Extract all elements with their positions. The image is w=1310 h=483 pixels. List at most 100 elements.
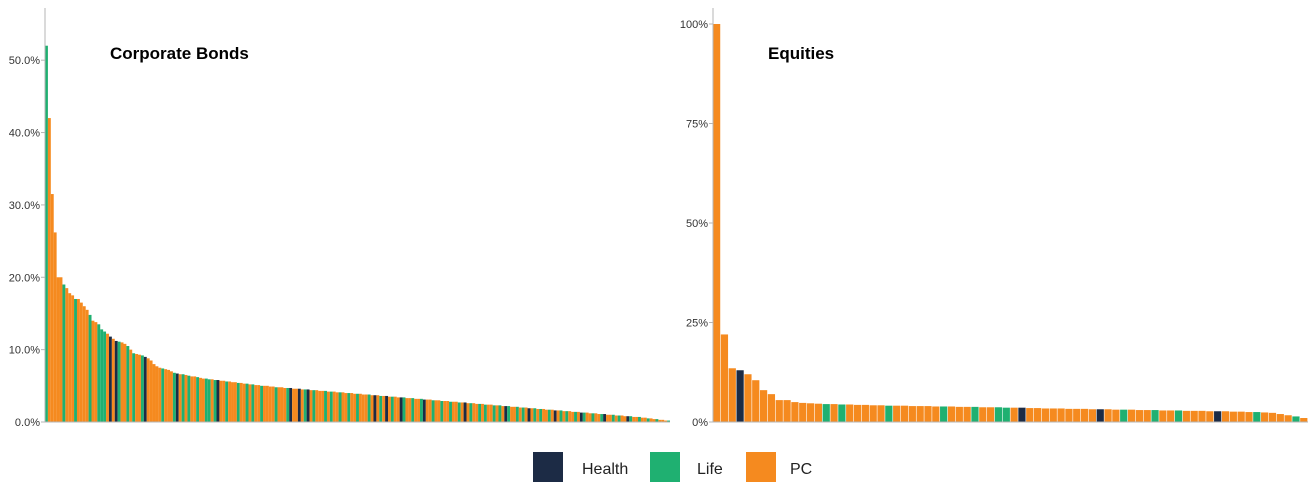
bar-health — [297, 388, 301, 422]
bar-pc — [1182, 410, 1190, 422]
bar-life — [559, 410, 563, 422]
bar-health — [527, 408, 531, 422]
bar-pc — [443, 401, 447, 422]
bar-life — [1253, 412, 1261, 422]
bar-pc — [640, 417, 644, 422]
bar-pc — [315, 390, 319, 422]
bar-pc — [1159, 410, 1167, 422]
bar-life — [492, 405, 496, 422]
corporate-bonds-bars — [45, 45, 670, 422]
bar-pc — [1010, 407, 1018, 422]
bar-life — [822, 404, 830, 422]
bar-pc — [932, 406, 940, 422]
legend-label-health: Health — [582, 461, 628, 478]
bar-pc — [414, 398, 418, 422]
bar-pc — [614, 415, 618, 422]
bar-life — [379, 395, 383, 422]
bar-pc — [446, 401, 450, 422]
bar-pc — [155, 366, 159, 422]
bar-pc — [585, 412, 589, 422]
bar-pc — [233, 382, 237, 422]
bar-pc — [222, 380, 226, 422]
bar-pc — [623, 416, 627, 422]
bar-pc — [1127, 409, 1136, 422]
bar-pc — [167, 369, 170, 422]
bar-pc — [280, 387, 284, 422]
bar-pc — [472, 403, 476, 422]
bar-pc — [489, 404, 493, 422]
bar-life — [207, 379, 211, 422]
bar-pc — [1206, 411, 1214, 422]
bar-life — [74, 298, 77, 422]
bar-life — [312, 390, 316, 422]
bar-pc — [486, 404, 490, 422]
bar-life — [629, 416, 633, 422]
bar-pc — [1284, 415, 1292, 422]
bar-pc — [393, 396, 397, 422]
bar-life — [251, 384, 255, 422]
bar-pc — [963, 406, 971, 422]
bar-life — [303, 389, 307, 422]
corporate-bonds-panel: 0.0% 10.0% 20.0% 30.0% 40.0% 50.0% Corporate … — [9, 8, 670, 429]
bar-pc — [106, 333, 109, 422]
y-tick-label: 25% — [686, 318, 708, 330]
bar-pc — [321, 390, 325, 422]
bar-life — [103, 331, 107, 422]
bar-health — [399, 397, 403, 422]
bar-pc — [434, 400, 438, 422]
bar-pc — [53, 232, 57, 422]
bar-pc — [728, 368, 736, 422]
bar-pc — [59, 277, 63, 422]
legend: Health Life PC — [533, 452, 812, 482]
bar-pc — [318, 390, 322, 422]
bar-pc — [1057, 408, 1065, 422]
bar-pc — [396, 397, 400, 422]
bar-life — [62, 284, 66, 422]
bar-pc — [916, 406, 924, 422]
bar-life — [582, 412, 586, 422]
bar-life — [420, 398, 423, 422]
bar-life — [515, 406, 519, 422]
bar-pc — [428, 399, 432, 422]
bar-pc — [170, 371, 173, 422]
bar-pc — [228, 381, 232, 422]
bar-health — [736, 370, 744, 422]
bar-life — [161, 368, 165, 422]
bar-pc — [1080, 408, 1089, 422]
bar-life — [440, 401, 444, 422]
bar-pc — [358, 393, 362, 422]
bar-pc — [550, 409, 554, 422]
bar-life — [329, 391, 333, 422]
bar-pc — [361, 394, 365, 422]
bar-pc — [908, 406, 916, 422]
bar-pc — [265, 385, 269, 422]
bar-life — [204, 378, 208, 422]
bar-pc — [149, 360, 153, 422]
bar-pc — [146, 358, 150, 422]
bar-pc — [193, 376, 197, 422]
bar-pc — [987, 407, 995, 422]
bar-life — [1292, 416, 1300, 422]
bar-pc — [248, 384, 252, 422]
bar-pc — [425, 399, 429, 422]
corporate-bonds-y-ticks: 0.0% 10.0% 20.0% 30.0% 40.0% 50.0% — [9, 55, 45, 429]
bar-pc — [388, 396, 391, 422]
y-tick-label: 75% — [686, 119, 708, 131]
bar-pc — [620, 415, 624, 422]
bar-pc — [1245, 412, 1253, 422]
corporate-bonds-title: Corporate Bonds — [110, 44, 249, 63]
bar-health — [1096, 409, 1104, 422]
bar-life — [565, 411, 569, 422]
bar-pc — [138, 354, 141, 422]
bar-pc — [350, 393, 354, 422]
bar-health — [216, 380, 220, 422]
bar-life — [347, 393, 351, 422]
bar-pc — [437, 400, 441, 422]
bar-health — [373, 395, 377, 422]
bar-pc — [861, 404, 869, 422]
bar-pc — [568, 411, 572, 422]
bar-pc — [608, 414, 612, 422]
bar-life — [591, 413, 595, 422]
bar-pc — [955, 406, 963, 422]
